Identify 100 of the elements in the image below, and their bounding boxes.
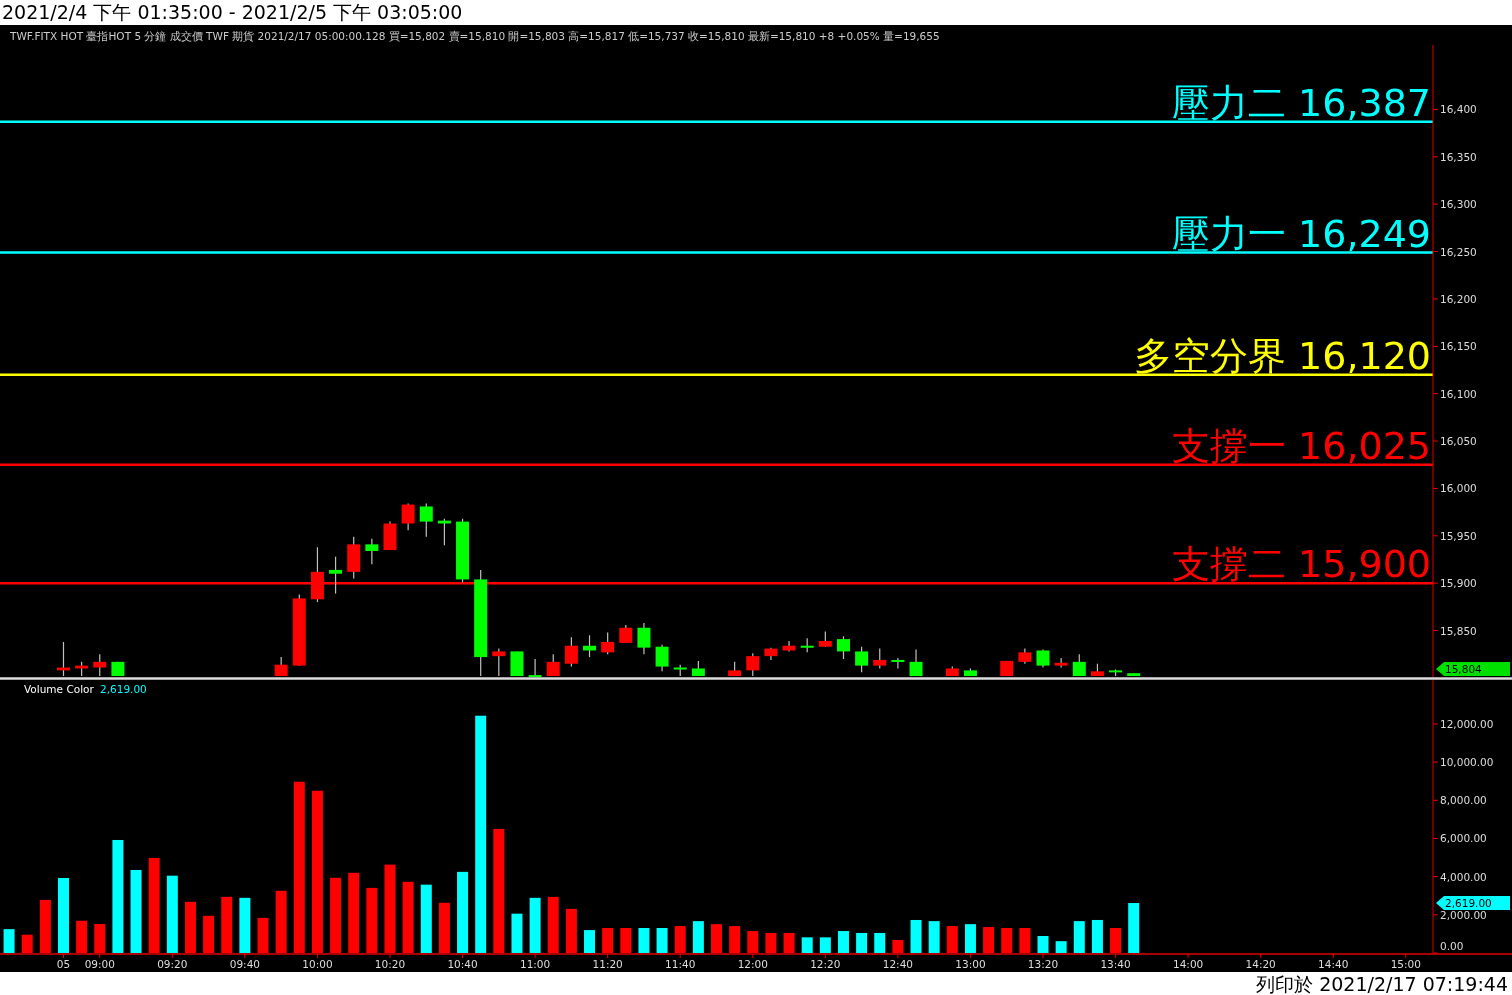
x-tick-label: 12:00 [737,958,768,970]
ref-line-label: 多空分界 16,120 [1133,333,1431,378]
bar [311,790,323,953]
bar [874,932,886,953]
candlestick [836,635,850,660]
y-tick-label: 16,350 [1440,150,1477,163]
bar [402,881,414,953]
x-tick-label: 14:20 [1245,958,1276,970]
candlestick [873,647,887,670]
ref-line-label: 壓力二 16,387 [1171,80,1431,125]
bar [384,864,396,953]
bar [801,937,813,953]
legend-title: Volume Color [24,683,95,695]
candlestick [909,648,923,677]
bar [964,924,976,953]
bar [493,828,505,953]
bar [1091,919,1103,953]
candlestick [528,658,542,678]
y-tick-label: 16,000 [1440,482,1477,495]
y-tick-label: 2,000.00 [1440,908,1487,921]
candlestick [419,503,433,538]
bar [983,927,995,953]
bar [275,890,287,953]
candlestick [437,518,451,546]
x-tick-label: 09:00 [84,958,115,970]
candlestick [855,646,869,673]
bar [511,913,523,953]
bar [184,901,196,953]
bar [130,869,142,953]
y-tick-label: 16,200 [1440,292,1477,305]
bar [1128,903,1140,953]
bar [438,902,450,953]
bar [221,896,233,953]
x-tick-label: 13:20 [1027,958,1059,970]
bar [620,927,632,953]
y-tick-label: 16,050 [1440,435,1477,448]
text: 列印於 2021/2/17 07:19:44 [1256,973,1508,995]
x-tick-label: 11:20 [592,958,623,970]
candlestick [492,647,506,677]
y-tick-label: 4,000.00 [1440,870,1487,883]
candlestick [564,636,578,668]
bar [112,839,124,953]
annotation: 2,619.00 [100,683,147,695]
ref-line-label: 支撐二 15,900 [1171,542,1431,587]
y-tick-label: 0.00 [1440,940,1464,952]
x-tick-label: 09:20 [157,958,188,970]
bar [729,926,741,953]
bar [928,921,940,953]
ref-line-label: 支撐一 16,025 [1171,423,1431,468]
x-tick-label: 10:00 [302,958,333,970]
bar [783,932,795,953]
candlestick [637,622,651,655]
bar [674,926,686,953]
y-tick-label: 16,100 [1440,387,1477,400]
bar [94,923,106,953]
bar [76,920,88,953]
bar [366,887,378,953]
y-tick-label: 12,000.00 [1440,717,1494,730]
bar [946,926,958,953]
bar [910,919,922,953]
x-tick-label: 05 [56,958,71,970]
bar [602,927,614,953]
ref-line-label: 壓力一 16,249 [1171,211,1431,256]
bar [239,897,251,953]
x-tick-label: 14:00 [1172,958,1204,970]
y-tick-label: 6,000.00 [1440,832,1487,845]
y-tick-label: 10,000.00 [1440,756,1494,769]
bar [565,908,577,953]
x-tick-label: 10:20 [374,958,406,970]
bar [765,932,777,953]
candlestick [329,556,343,595]
candlestick [601,631,615,655]
x-tick-label: 14:40 [1318,958,1349,970]
y-tick-label: 8,000.00 [1440,794,1487,807]
chart-subtitle: TWF.FITX HOT 臺指HOT 5 分鐘 成交價 TWF 期貨 2021/2/17 05:00:00.128 買=15,802 賣=15,810 開=15,803 高=15,817 低=15,737 收=15,810 最新=15,810 +8 +0.05% 量=19,655 [9,30,940,42]
x-tick-label: 12:20 [810,958,841,970]
y-tick-label: 16,400 [1440,103,1477,116]
bar [638,927,650,953]
bar [21,934,33,953]
y-tick-label: 16,250 [1440,245,1477,258]
bar [819,937,831,953]
bar [330,877,342,953]
x-tick-label: 10:40 [447,958,478,970]
chart-title: 2021/2/4 下午 01:35:00 - 2021/2/5 下午 03:05:00 [2,1,463,23]
bar [420,884,432,953]
x-tick-label: 13:00 [955,958,986,970]
bar [747,931,759,953]
y-tick-label: 15,950 [1440,529,1477,542]
bar [1073,921,1085,953]
x-tick-label: 09:40 [229,958,261,970]
x-tick-label: 12:40 [882,958,914,970]
bar [457,871,469,953]
y-tick-label: 15,850 [1440,624,1477,637]
bar [148,857,160,953]
bar [3,929,15,953]
bar [892,940,904,953]
candlestick [365,538,379,565]
y-tick-label: 16,300 [1440,198,1477,211]
bar [1110,927,1122,953]
candlestick [401,503,415,531]
